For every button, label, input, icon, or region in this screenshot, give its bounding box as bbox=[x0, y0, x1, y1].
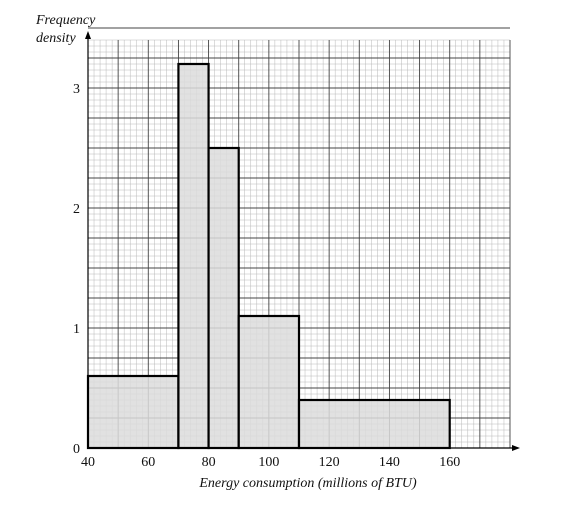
y-axis-arrowhead bbox=[85, 31, 91, 39]
histogram-bars bbox=[86, 62, 451, 450]
y-tick-label: 0 bbox=[73, 442, 80, 457]
y-tick-label: 1 bbox=[73, 322, 80, 337]
x-tick-label: 40 bbox=[81, 455, 95, 470]
x-tick-label: 80 bbox=[202, 455, 216, 470]
y-tick-label: 3 bbox=[73, 82, 80, 97]
histogram-bar bbox=[237, 314, 301, 450]
axes bbox=[85, 31, 520, 451]
histogram-bar bbox=[297, 398, 451, 450]
y-tick-label: 2 bbox=[73, 202, 80, 217]
major-gridlines bbox=[87, 27, 511, 449]
y-tick-labels: 0 1 2 3 bbox=[73, 82, 80, 457]
histogram-bar bbox=[207, 146, 240, 450]
x-tick-label: 100 bbox=[258, 455, 279, 470]
x-tick-labels: 40 60 80 100 120 140 160 bbox=[81, 455, 460, 470]
y-axis-label-line-1: Frequency bbox=[35, 13, 96, 28]
x-tick-label: 60 bbox=[141, 455, 155, 470]
x-tick-label: 160 bbox=[439, 455, 460, 470]
x-axis-arrowhead bbox=[512, 445, 520, 451]
x-tick-label: 140 bbox=[379, 455, 400, 470]
x-tick-label: 120 bbox=[319, 455, 340, 470]
histogram-bar bbox=[86, 374, 180, 450]
histogram-bar bbox=[177, 62, 210, 450]
y-axis-label-line-2: density bbox=[36, 31, 76, 46]
x-axis-label: Energy consumption (millions of BTU) bbox=[198, 476, 417, 491]
